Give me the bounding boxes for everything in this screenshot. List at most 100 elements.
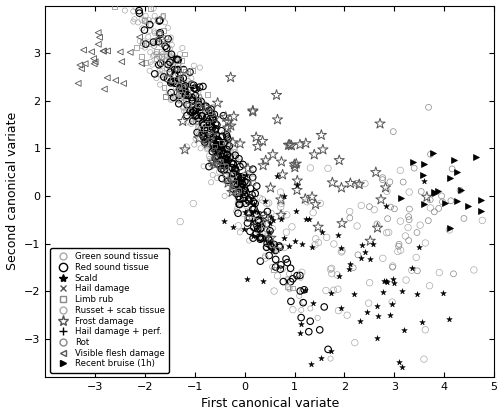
Point <box>272 186 280 193</box>
Point <box>233 205 241 212</box>
Point <box>277 196 285 203</box>
Point <box>292 161 300 167</box>
Point <box>389 262 397 269</box>
Point <box>152 55 160 62</box>
Point <box>225 161 233 167</box>
Point <box>347 180 355 187</box>
Point <box>207 179 215 186</box>
Point <box>213 161 221 167</box>
Point <box>382 203 390 209</box>
Point <box>129 18 137 25</box>
Point <box>278 158 286 165</box>
Point <box>354 208 362 215</box>
Point <box>285 242 293 249</box>
Point <box>390 206 398 212</box>
Point <box>258 225 266 231</box>
Point <box>430 208 438 215</box>
Point <box>205 121 213 128</box>
Point <box>146 67 154 74</box>
Point <box>171 66 179 73</box>
Point <box>173 69 181 75</box>
Point <box>189 200 197 207</box>
Point <box>195 120 203 126</box>
Point <box>254 208 262 215</box>
Point <box>429 149 437 156</box>
Point <box>224 180 232 186</box>
Point <box>209 142 217 149</box>
Point <box>318 160 326 167</box>
Point <box>144 33 152 40</box>
Point <box>324 165 332 172</box>
Point <box>192 107 200 114</box>
Point <box>195 93 203 99</box>
Point <box>194 98 202 104</box>
Point <box>320 224 328 230</box>
Point <box>239 195 247 202</box>
Point <box>382 194 390 201</box>
Point <box>207 158 215 165</box>
Point <box>256 218 264 225</box>
Point <box>209 116 217 123</box>
Point <box>184 82 192 89</box>
Point <box>232 168 240 174</box>
Point <box>204 118 212 125</box>
Point <box>272 256 280 263</box>
Point <box>279 266 287 272</box>
Point <box>399 179 407 186</box>
Point <box>136 38 144 45</box>
Point <box>356 318 364 324</box>
Point <box>207 110 215 116</box>
Point <box>200 114 208 120</box>
Point <box>157 59 165 66</box>
Point <box>212 126 220 132</box>
Point <box>200 139 208 146</box>
Point <box>240 191 248 198</box>
Point <box>228 181 236 188</box>
Point <box>277 158 285 165</box>
Point <box>237 185 245 191</box>
Point <box>209 114 217 121</box>
Point <box>224 138 232 145</box>
Point <box>243 220 252 226</box>
Point <box>176 75 184 82</box>
Point <box>248 192 256 198</box>
Point <box>217 156 225 163</box>
Point <box>263 244 271 251</box>
Point <box>416 47 425 54</box>
Point <box>203 129 211 136</box>
Point <box>209 124 217 131</box>
Point <box>188 103 196 109</box>
Point <box>211 136 219 142</box>
Point <box>328 270 336 277</box>
Point <box>249 217 258 224</box>
Point <box>241 187 249 193</box>
Point <box>268 247 276 254</box>
Point <box>190 85 198 92</box>
Point <box>271 295 279 302</box>
Point <box>194 124 202 131</box>
Point <box>377 12 385 19</box>
Point <box>270 243 278 249</box>
Point <box>202 116 210 123</box>
Point <box>155 62 163 68</box>
Point <box>249 107 257 114</box>
Point <box>277 215 285 222</box>
Point <box>270 241 278 248</box>
Point <box>188 67 196 74</box>
Point <box>263 200 271 207</box>
Point <box>305 328 313 335</box>
Point <box>202 103 210 109</box>
Point <box>293 177 301 184</box>
Point <box>154 39 162 45</box>
Point <box>183 102 191 109</box>
Point <box>243 175 252 182</box>
Point <box>211 155 219 162</box>
Point <box>255 217 263 224</box>
Point <box>212 142 220 149</box>
Point <box>296 141 304 148</box>
Point <box>231 165 239 172</box>
Point <box>211 144 219 150</box>
Point <box>163 65 171 72</box>
Point <box>206 108 214 115</box>
Point <box>295 292 303 299</box>
